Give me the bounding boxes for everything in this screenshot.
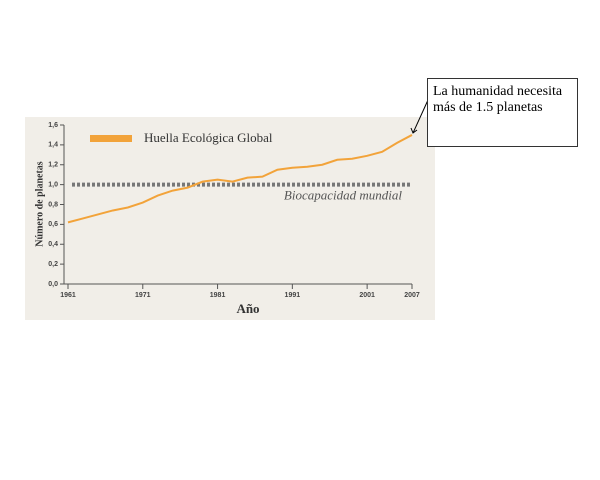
y-tick-label: 1,6 [48, 122, 58, 129]
y-tick-label: 0,6 [48, 221, 58, 228]
y-axis-label: Número de planetas [34, 161, 45, 246]
x-tick-label: 2001 [359, 292, 375, 299]
y-tick-label: 0,2 [48, 261, 58, 268]
y-tick-label: 0,8 [48, 201, 58, 208]
annotation-arrow [412, 99, 429, 134]
x-tick-label: 1961 [60, 292, 76, 299]
x-tick-label: 1971 [135, 292, 151, 299]
y-tick-label: 1,0 [48, 181, 58, 188]
y-tick-label: 1,2 [48, 162, 58, 169]
annotation: La humanidad necesita más de 1.5 planeta… [427, 78, 578, 147]
y-tick-label: 0,4 [48, 241, 58, 248]
arrow-head [410, 127, 418, 134]
y-tick-label: 0,0 [48, 281, 58, 288]
x-tick-label: 1981 [210, 292, 226, 299]
x-axis-label: Año [236, 301, 259, 316]
legend-label: Huella Ecológica Global [144, 130, 273, 145]
data-line [67, 134, 413, 224]
x-tick-label: 1991 [285, 292, 301, 299]
x-tick-label: 2007 [404, 292, 420, 299]
reference-label: Biocapacidad mundial [284, 188, 402, 203]
y-tick-label: 1,4 [48, 142, 58, 149]
legend-swatch [90, 135, 132, 142]
